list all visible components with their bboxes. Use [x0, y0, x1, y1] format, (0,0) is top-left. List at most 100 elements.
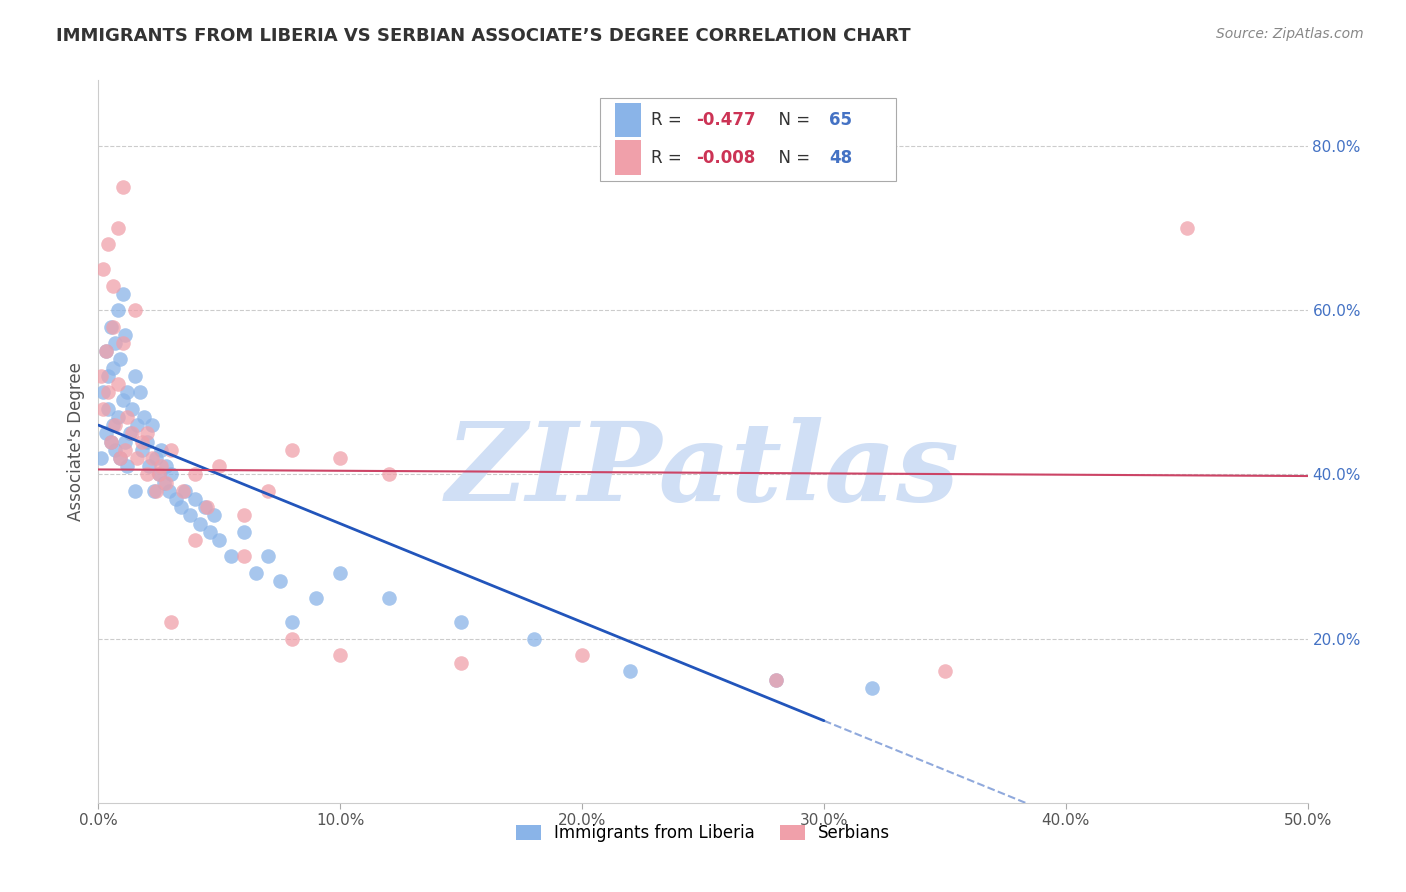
- Text: 48: 48: [828, 149, 852, 167]
- Point: [172, 483, 194, 498]
- Point: [94, 344, 117, 359]
- Point: [104, 418, 127, 433]
- Text: Source: ZipAtlas.com: Source: ZipAtlas.com: [1216, 27, 1364, 41]
- Point: [121, 401, 143, 416]
- Point: [143, 483, 166, 498]
- Point: [94, 426, 117, 441]
- Point: [160, 442, 183, 457]
- Point: [281, 615, 304, 630]
- Point: [135, 467, 157, 482]
- Point: [765, 673, 787, 687]
- Point: [97, 237, 120, 252]
- Point: [329, 450, 352, 465]
- Point: [305, 591, 328, 605]
- Point: [232, 524, 254, 539]
- Point: [91, 401, 114, 416]
- Point: [377, 467, 399, 482]
- Point: [111, 336, 134, 351]
- Point: [619, 665, 641, 679]
- Point: [155, 475, 177, 490]
- Point: [97, 385, 120, 400]
- Point: [101, 418, 124, 433]
- Point: [90, 368, 112, 383]
- Text: N =: N =: [768, 111, 815, 129]
- Point: [245, 566, 267, 580]
- Bar: [614, 103, 641, 137]
- Point: [111, 286, 134, 301]
- Point: [138, 459, 160, 474]
- Point: [174, 483, 197, 498]
- Point: [179, 508, 201, 523]
- Point: [134, 409, 156, 424]
- Point: [117, 459, 139, 474]
- Point: [256, 483, 278, 498]
- Point: [114, 442, 136, 457]
- Point: [523, 632, 546, 646]
- Point: [128, 385, 150, 400]
- Point: [150, 442, 173, 457]
- Text: R =: R =: [651, 111, 688, 129]
- Point: [101, 319, 124, 334]
- Point: [124, 483, 146, 498]
- FancyBboxPatch shape: [600, 98, 897, 181]
- Point: [114, 327, 136, 342]
- Bar: [614, 140, 641, 175]
- Point: [111, 180, 134, 194]
- Point: [188, 516, 211, 531]
- Point: [108, 450, 131, 465]
- Point: [198, 524, 221, 539]
- Point: [160, 615, 183, 630]
- Point: [194, 500, 217, 515]
- Point: [148, 467, 170, 482]
- Point: [256, 549, 278, 564]
- Point: [111, 393, 134, 408]
- Point: [104, 442, 127, 457]
- Point: [141, 450, 163, 465]
- Point: [131, 442, 153, 457]
- Point: [124, 368, 146, 383]
- Point: [100, 319, 122, 334]
- Point: [195, 500, 218, 515]
- Text: 65: 65: [828, 111, 852, 129]
- Point: [108, 352, 131, 367]
- Point: [104, 336, 127, 351]
- Point: [108, 450, 131, 465]
- Point: [100, 434, 122, 449]
- Point: [184, 491, 207, 506]
- Point: [860, 681, 883, 695]
- Text: -0.477: -0.477: [696, 111, 755, 129]
- Point: [131, 434, 153, 449]
- Point: [165, 491, 187, 506]
- Point: [571, 648, 593, 662]
- Point: [450, 615, 472, 630]
- Point: [114, 434, 136, 449]
- Point: [157, 483, 180, 498]
- Point: [269, 574, 291, 588]
- Point: [329, 648, 352, 662]
- Point: [232, 508, 254, 523]
- Text: N =: N =: [768, 149, 815, 167]
- Point: [150, 459, 173, 474]
- Y-axis label: Associate's Degree: Associate's Degree: [66, 362, 84, 521]
- Point: [329, 566, 352, 580]
- Point: [281, 442, 304, 457]
- Point: [169, 500, 191, 515]
- Point: [208, 459, 231, 474]
- Point: [107, 377, 129, 392]
- Point: [107, 409, 129, 424]
- Point: [145, 450, 167, 465]
- Text: ZIPatlas: ZIPatlas: [446, 417, 960, 524]
- Point: [100, 434, 122, 449]
- Text: -0.008: -0.008: [696, 149, 755, 167]
- Point: [1175, 221, 1198, 235]
- Point: [184, 533, 207, 547]
- Point: [135, 434, 157, 449]
- Point: [155, 459, 177, 474]
- Point: [107, 303, 129, 318]
- Point: [765, 673, 787, 687]
- Point: [127, 450, 149, 465]
- Point: [232, 549, 254, 564]
- Point: [117, 409, 139, 424]
- Point: [135, 426, 157, 441]
- Point: [208, 533, 231, 547]
